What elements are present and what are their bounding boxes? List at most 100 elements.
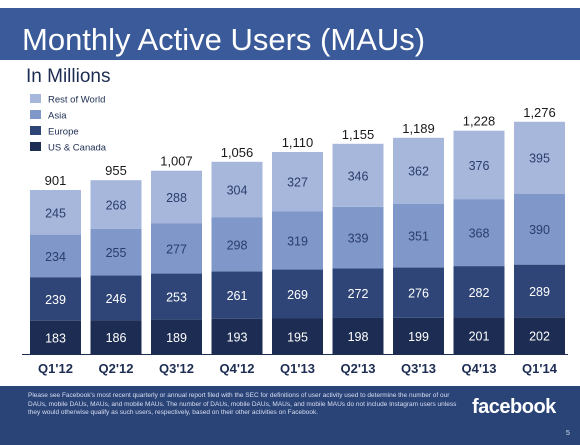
footnote: Please see Facebook's most recent quarte…: [28, 392, 457, 416]
bar-segment-europe: [90, 275, 142, 321]
data-label-europe: 261: [227, 289, 248, 303]
legend: Rest of World Asia Europe US & Canada: [30, 94, 107, 154]
legend-swatch: [30, 126, 41, 135]
data-label-us-canada: 199: [408, 330, 429, 344]
data-label-europe: 246: [106, 292, 127, 306]
data-label-europe: 272: [348, 287, 369, 301]
x-tick-label: Q2'12: [99, 361, 134, 376]
data-label-europe: 253: [166, 291, 187, 305]
total-label: 1,110: [282, 135, 314, 150]
data-label-europe: 239: [45, 293, 66, 307]
total-label: 955: [105, 163, 127, 178]
bar-segment-us-canada: [332, 317, 384, 354]
bar-segment-us-canada: [393, 317, 444, 354]
total-label: 1,155: [342, 127, 375, 142]
title-bar: Monthly Active Users (MAUs): [0, 8, 580, 60]
bar-segment-asia: [90, 228, 142, 276]
bar-segment-rest-of-world: [90, 180, 142, 229]
bar-segment-us-canada: [453, 317, 505, 354]
bar-segment-us-canada: [514, 317, 565, 354]
data-label-us-canada: 198: [348, 330, 369, 344]
legend-swatch: [30, 142, 41, 151]
data-label-asia: 390: [529, 223, 550, 237]
data-label-asia: 351: [408, 230, 429, 244]
total-label: 1,189: [402, 121, 435, 136]
bar-segment-asia: [514, 193, 565, 265]
data-label-rest-of-world: 376: [469, 159, 490, 173]
bar-segment-europe: [272, 269, 323, 319]
bar-segment-us-canada: [90, 320, 142, 354]
data-label-rest-of-world: 362: [408, 165, 429, 179]
bar-segment-asia: [151, 223, 202, 274]
total-label: 1,276: [523, 105, 556, 120]
bar-segment-rest-of-world: [514, 121, 565, 194]
data-label-rest-of-world: 268: [106, 199, 127, 213]
bar-segment-rest-of-world: [211, 161, 263, 218]
bar-segment-asia: [453, 199, 505, 267]
data-label-rest-of-world: 288: [166, 191, 187, 205]
data-label-asia: 339: [348, 232, 369, 246]
bar-segment-rest-of-world: [453, 130, 505, 200]
bar-segment-europe: [151, 273, 202, 320]
data-label-us-canada: 183: [45, 331, 66, 345]
legend-swatch: [30, 94, 41, 103]
data-label-asia: 255: [106, 246, 127, 260]
bar-segment-us-canada: [211, 318, 263, 354]
bar-segment-asia: [30, 234, 81, 278]
total-label: 901: [45, 173, 67, 188]
bar-segment-asia: [393, 203, 444, 268]
page-number: 5: [566, 430, 570, 437]
bar-segment-us-canada: [272, 318, 323, 354]
data-label-rest-of-world: 346: [348, 169, 369, 183]
bar-segment-rest-of-world: [151, 170, 202, 224]
data-label-europe: 282: [469, 286, 490, 300]
legend-label: Asia: [48, 111, 67, 122]
bar-segment-rest-of-world: [272, 151, 323, 212]
legend-label: US & Canada: [48, 143, 107, 154]
legend-label: Rest of World: [48, 95, 105, 106]
data-label-rest-of-world: 245: [45, 206, 66, 220]
bar-segment-asia: [332, 206, 384, 269]
total-label: 1,007: [160, 154, 193, 169]
x-tick-label: Q4'13: [462, 361, 497, 376]
data-label-rest-of-world: 395: [529, 152, 550, 166]
bars-group: 183 239 234 245 901 Q1'12 186 246 255 268 955 Q2'12…: [22, 105, 568, 376]
total-label: 1,228: [463, 114, 496, 129]
bar-segment-rest-of-world: [393, 137, 444, 204]
bar-segment-us-canada: [151, 319, 202, 354]
stacked-bar-chart: 183 239 234 245 901 Q1'12 186 246 255 268 955 Q2'12…: [22, 94, 568, 376]
bar-segment-europe: [453, 266, 505, 318]
x-tick-label: Q1'14: [522, 361, 558, 376]
footer-bar: Please see Facebook's most recent quarte…: [0, 386, 580, 445]
facebook-logo: facebook: [472, 396, 556, 418]
data-label-asia: 277: [166, 242, 187, 256]
data-label-asia: 298: [227, 238, 248, 252]
data-label-us-canada: 189: [166, 331, 187, 345]
data-label-europe: 269: [287, 288, 308, 302]
x-tick-label: Q1'12: [38, 361, 73, 376]
data-label-europe: 289: [529, 285, 550, 299]
bar-segment-europe: [30, 277, 81, 321]
bar-segment-asia: [211, 217, 263, 272]
data-label-asia: 368: [469, 227, 490, 241]
x-tick-label: Q4'12: [220, 361, 255, 376]
data-label-rest-of-world: 304: [227, 183, 248, 197]
data-label-us-canada: 186: [106, 331, 127, 345]
bar-segment-europe: [332, 268, 384, 318]
data-label-us-canada: 202: [529, 330, 550, 344]
bar-segment-rest-of-world: [30, 190, 81, 235]
data-label-asia: 234: [45, 250, 66, 264]
data-label-asia: 319: [287, 235, 308, 249]
bar-segment-europe: [211, 271, 263, 319]
data-label-europe: 276: [408, 287, 429, 301]
x-tick-label: Q1'13: [280, 361, 315, 376]
data-label-us-canada: 195: [287, 330, 308, 344]
bar-segment-europe: [393, 267, 444, 318]
bar-segment-europe: [514, 264, 565, 318]
page-subtitle: In Millions: [26, 66, 111, 87]
total-label: 1,056: [221, 145, 254, 160]
page-title: Monthly Active Users (MAUs): [22, 22, 426, 57]
x-tick-label: Q3'12: [159, 361, 194, 376]
bar-segment-rest-of-world: [332, 143, 384, 207]
x-tick-label: Q3'13: [401, 361, 436, 376]
